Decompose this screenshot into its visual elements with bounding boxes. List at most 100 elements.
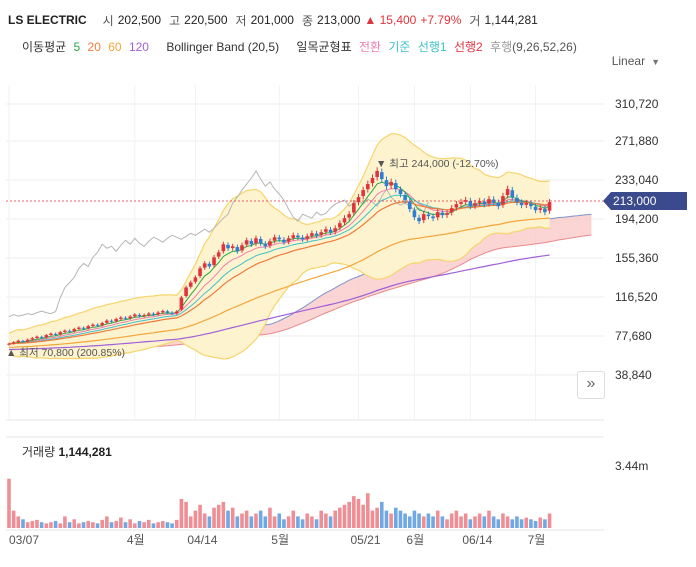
candle-body bbox=[21, 340, 25, 342]
high-value: 220,500 bbox=[184, 13, 228, 27]
annotations: ▼ 최고 244,000 (-12.70%) ▲ 최저 70,800 (200.8… bbox=[6, 158, 499, 359]
candle-body bbox=[114, 319, 118, 322]
candle-body bbox=[282, 239, 286, 243]
candle-body bbox=[398, 189, 403, 195]
volume-bars: 3.44m bbox=[7, 459, 648, 528]
candle-body bbox=[44, 335, 49, 338]
volume-bar bbox=[463, 513, 468, 528]
candle-body bbox=[403, 194, 407, 201]
volume-bar bbox=[35, 519, 39, 528]
candle-body bbox=[109, 320, 114, 322]
volume-bar bbox=[501, 513, 505, 528]
candle-body bbox=[305, 236, 310, 239]
candle-body bbox=[254, 238, 258, 244]
volume-bar bbox=[235, 516, 240, 528]
current-price-tag: 213,000 bbox=[603, 192, 687, 210]
volume-bar bbox=[212, 507, 216, 528]
volume-bar bbox=[170, 523, 174, 528]
volume-bar bbox=[477, 513, 482, 528]
candle-body bbox=[72, 329, 77, 332]
volume-bar bbox=[221, 501, 226, 528]
bollinger-legend[interactable]: Bollinger Band (20,5) bbox=[166, 40, 280, 54]
volume-bar bbox=[63, 516, 67, 528]
volume-bar bbox=[324, 513, 328, 528]
x-axis-labels: 03/07 4월 04/14 5월 05/21 6월 06/14 7월 bbox=[9, 533, 545, 547]
change-value: ▲ 15,400 bbox=[364, 13, 417, 27]
candle-body bbox=[524, 203, 529, 205]
candle-body bbox=[119, 317, 123, 319]
candle-body bbox=[347, 214, 351, 218]
candle-body bbox=[30, 338, 35, 340]
ichimoku-label[interactable]: 일목균형표 bbox=[296, 40, 352, 54]
volume-bar bbox=[119, 517, 123, 528]
candle-body bbox=[356, 197, 361, 203]
candle-body bbox=[221, 244, 226, 252]
quote-header: LS ELECTRIC 시 202,500 고 220,500 저 201,00… bbox=[8, 10, 538, 30]
volume-bar bbox=[314, 519, 319, 528]
volume-bar bbox=[244, 510, 249, 528]
candle-body bbox=[151, 313, 156, 315]
volume-value: 1,144,281 bbox=[484, 13, 538, 27]
chevron-down-icon: ▼ bbox=[651, 57, 660, 67]
candle-body bbox=[212, 257, 216, 266]
candle-body bbox=[454, 204, 459, 208]
scale-selector[interactable]: Linear ▼ bbox=[612, 54, 660, 68]
candles bbox=[7, 167, 552, 346]
candle-body bbox=[53, 333, 58, 335]
volume-bar bbox=[16, 516, 21, 528]
candle-body bbox=[100, 323, 104, 326]
candle-body bbox=[310, 233, 314, 236]
candle-body bbox=[286, 238, 291, 242]
candle-body bbox=[361, 190, 365, 197]
ma20-line bbox=[8, 201, 550, 345]
x-tick-label: 03/07 bbox=[9, 533, 39, 547]
volume-bar bbox=[398, 510, 403, 528]
candle-body bbox=[393, 183, 398, 190]
volume-bar bbox=[310, 516, 314, 528]
volume-bar bbox=[216, 504, 221, 528]
volume-bar bbox=[431, 516, 435, 528]
y-tick-label: 77,680 bbox=[615, 329, 652, 343]
candle-body bbox=[487, 199, 491, 204]
candle-body bbox=[156, 312, 160, 315]
candle-body bbox=[412, 210, 417, 218]
volume-bar bbox=[268, 507, 272, 528]
candle-body bbox=[179, 297, 184, 310]
candle-body bbox=[473, 203, 477, 206]
change-pct: +7.79% bbox=[420, 13, 462, 27]
candle-body bbox=[258, 239, 263, 244]
volume-bar bbox=[305, 513, 310, 528]
volume-bar bbox=[100, 519, 104, 528]
volume-bar bbox=[11, 510, 16, 528]
scroll-latest-button[interactable]: » bbox=[577, 371, 605, 399]
candle-body bbox=[160, 311, 165, 313]
volume-bar bbox=[459, 516, 463, 528]
volume-bar bbox=[356, 499, 361, 528]
candle-body bbox=[249, 240, 254, 245]
volume-bar bbox=[226, 510, 230, 528]
volume-bar bbox=[496, 519, 501, 528]
volume-bar bbox=[533, 521, 538, 528]
candle-body bbox=[67, 330, 72, 332]
x-tick-label: 04/14 bbox=[187, 533, 217, 547]
candle-body bbox=[77, 327, 81, 329]
ma120-line bbox=[8, 254, 550, 351]
volume-bar bbox=[67, 522, 72, 528]
volume-bar bbox=[128, 519, 132, 528]
candle-body bbox=[142, 315, 146, 317]
volume-bar bbox=[156, 522, 160, 528]
volume-bar bbox=[445, 519, 449, 528]
volume-bar bbox=[81, 522, 86, 528]
ma-label[interactable]: 이동평균 bbox=[22, 40, 67, 54]
candle-body bbox=[291, 235, 296, 238]
close-value: 213,000 bbox=[317, 13, 361, 27]
volume-bar bbox=[142, 522, 146, 528]
volume-panel-label: 거래량 bbox=[22, 445, 56, 459]
volume-bar bbox=[151, 523, 156, 528]
candle-body bbox=[81, 327, 86, 329]
candle-body bbox=[389, 182, 393, 186]
volume-bar bbox=[263, 516, 268, 528]
candle-body bbox=[296, 235, 300, 238]
volume-bar bbox=[286, 516, 291, 528]
